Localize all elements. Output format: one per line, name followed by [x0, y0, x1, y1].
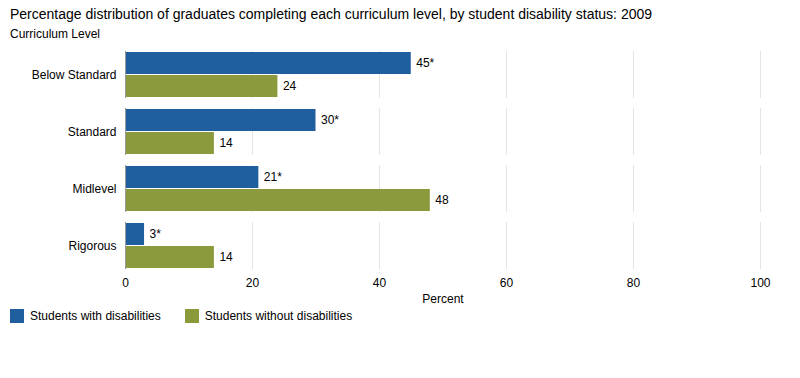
svg-text:40: 40	[373, 276, 387, 290]
svg-text:14: 14	[219, 136, 233, 150]
svg-text:Below Standard: Below Standard	[32, 68, 117, 82]
html-text:Students without disabilities: Students without disabilities	[204, 309, 353, 323]
svg-text:14: 14	[219, 250, 233, 264]
html-text:Percentage distribution of gra: Percentage distribution of graduates com…	[10, 6, 652, 22]
svg-text:80: 80	[627, 276, 641, 290]
svg-text:0: 0	[122, 276, 129, 290]
svg-text:Percent: Percent	[422, 292, 464, 306]
svg-text:24: 24	[283, 79, 297, 93]
svg-text:Rigorous: Rigorous	[68, 239, 116, 253]
html-text:Curriculum Level: Curriculum Level	[10, 27, 100, 41]
svg-text:100: 100	[750, 276, 770, 290]
svg-text:20: 20	[246, 276, 260, 290]
svg-text:48: 48	[435, 193, 449, 207]
svg-text:3*: 3*	[150, 227, 162, 241]
html-text:Students with disabilities: Students with disabilities	[30, 309, 161, 323]
svg-text:60: 60	[500, 276, 514, 290]
svg-text:45*: 45*	[416, 56, 434, 70]
svg-text:30*: 30*	[321, 113, 339, 127]
svg-text:21*: 21*	[264, 170, 282, 184]
svg-text:Standard: Standard	[68, 125, 117, 139]
svg-text:Midlevel: Midlevel	[72, 182, 116, 196]
